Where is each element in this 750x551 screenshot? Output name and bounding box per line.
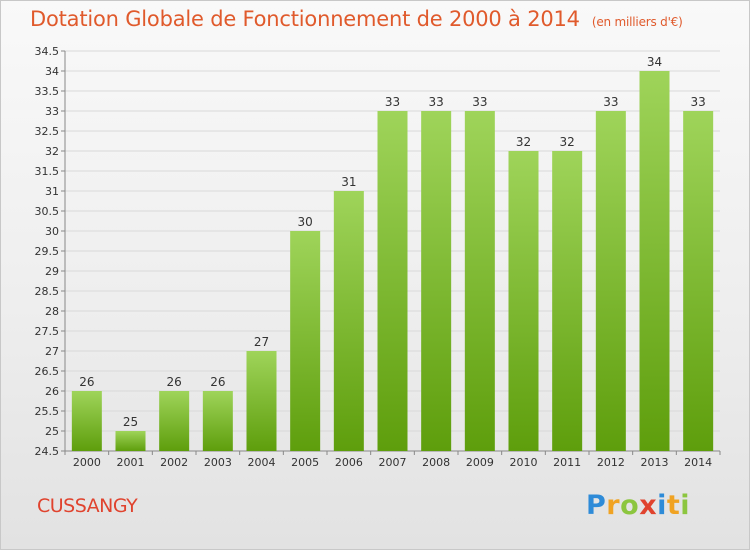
y-tick-label: 33 <box>45 105 59 118</box>
bar-value-label: 32 <box>560 135 575 149</box>
bar-value-label: 33 <box>691 95 706 109</box>
y-axis-ticks: 24.5 25 25.5 26 26.5 27 27.5 28 28.5 29 29.5 30 30.5… <box>35 45 65 458</box>
bar-value-label: 33 <box>603 95 618 109</box>
bar <box>377 111 408 451</box>
bar <box>202 391 233 451</box>
bar <box>639 71 670 451</box>
x-tick-label: 2009 <box>466 456 494 469</box>
y-tick-label: 25.5 <box>35 405 60 418</box>
bar-value-label: 33 <box>385 95 400 109</box>
bar <box>595 111 626 451</box>
x-tick-label: 2007 <box>379 456 407 469</box>
y-tick-label: 26.5 <box>35 365 60 378</box>
x-tick-label: 2002 <box>160 456 188 469</box>
bar <box>333 191 364 451</box>
x-tick-label: 2003 <box>204 456 232 469</box>
bar-value-label: 31 <box>341 175 356 189</box>
y-tick-label: 27.5 <box>35 325 60 338</box>
bar <box>464 111 495 451</box>
bar-value-label: 33 <box>429 95 444 109</box>
y-tick-label: 25 <box>45 425 59 438</box>
x-tick-label: 2010 <box>510 456 538 469</box>
x-tick-label: 2000 <box>73 456 101 469</box>
bar-value-label: 26 <box>210 375 225 389</box>
y-tick-label: 34 <box>45 65 59 78</box>
x-axis-ticks: 2000 2001 2002 2003 2004 2005 2006 2007 2008 2009… <box>64 451 721 469</box>
bar <box>115 431 146 451</box>
x-tick-label: 2004 <box>248 456 276 469</box>
x-tick-label: 2014 <box>684 456 712 469</box>
bar <box>159 391 190 451</box>
bar-value-label: 26 <box>167 375 182 389</box>
x-tick-label: 2005 <box>291 456 319 469</box>
y-tick-label: 28.5 <box>35 285 60 298</box>
y-tick-label: 26 <box>45 385 59 398</box>
chart-title: Dotation Globale de Fonctionnement de 20… <box>30 7 683 31</box>
x-tick-label: 2008 <box>422 456 450 469</box>
bar-value-label: 30 <box>298 215 313 229</box>
y-tick-label: 31 <box>45 185 59 198</box>
bar-value-label: 33 <box>472 95 487 109</box>
y-tick-label: 30 <box>45 225 59 238</box>
bar <box>552 151 583 451</box>
y-tick-label: 32.5 <box>35 125 60 138</box>
bar <box>683 111 714 451</box>
bar <box>71 391 102 451</box>
bars: 26 25 26 26 27 30 31 33 33 33 32 32 33 34 33 <box>71 55 714 451</box>
bar <box>290 231 321 451</box>
x-tick-label: 2012 <box>597 456 625 469</box>
y-tick-label: 27 <box>45 345 59 358</box>
y-tick-label: 32 <box>45 145 59 158</box>
commune-name: CUSSANGY <box>37 495 138 517</box>
chart-title-text: Dotation Globale de Fonctionnement de 20… <box>30 7 580 31</box>
y-tick-label: 29 <box>45 265 59 278</box>
y-tick-label: 31.5 <box>35 165 60 178</box>
bar-value-label: 34 <box>647 55 662 69</box>
bar <box>508 151 539 451</box>
bar-value-label: 25 <box>123 415 138 429</box>
bar-value-label: 26 <box>79 375 94 389</box>
y-tick-label: 30.5 <box>35 205 60 218</box>
bar <box>421 111 452 451</box>
x-tick-label: 2013 <box>641 456 669 469</box>
y-tick-label: 33.5 <box>35 85 60 98</box>
bar-value-label: 27 <box>254 335 269 349</box>
proxiti-logo: Proxiti <box>586 490 691 521</box>
bar-value-label: 32 <box>516 135 531 149</box>
unit-note: (en milliers d'€) <box>591 15 683 29</box>
y-tick-label: 34.5 <box>35 45 60 58</box>
x-tick-label: 2006 <box>335 456 363 469</box>
bar <box>246 351 277 451</box>
x-tick-label: 2011 <box>553 456 581 469</box>
y-tick-label: 29.5 <box>35 245 60 258</box>
y-tick-label: 24.5 <box>35 445 60 458</box>
y-tick-label: 28 <box>45 305 59 318</box>
x-tick-label: 2001 <box>117 456 145 469</box>
